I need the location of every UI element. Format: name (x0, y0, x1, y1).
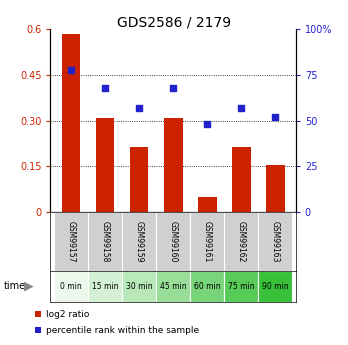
Bar (164, 118, 182, 212)
Text: time: time (3, 282, 26, 291)
Text: GSM99162: GSM99162 (237, 221, 246, 262)
Text: 60 min: 60 min (194, 282, 221, 291)
Bar (54, 212, 88, 271)
Bar (122, 271, 156, 302)
Text: GSM99163: GSM99163 (271, 221, 280, 262)
Bar (88, 271, 122, 302)
Point (68, 67, 74, 72)
Bar (96, 118, 114, 212)
Text: GSM99159: GSM99159 (135, 221, 144, 262)
Bar (258, 271, 292, 302)
Point (171, 85, 176, 91)
Bar (224, 212, 258, 271)
Text: 15 min: 15 min (92, 282, 118, 291)
Text: 45 min: 45 min (160, 282, 187, 291)
Bar (198, 197, 216, 212)
Bar (54, 271, 88, 302)
Point (238, 105, 244, 111)
Bar (156, 271, 190, 302)
Text: 75 min: 75 min (228, 282, 255, 291)
Text: ▶: ▶ (24, 280, 33, 293)
Text: 0 min: 0 min (60, 282, 82, 291)
Bar (190, 212, 224, 271)
Bar (62, 34, 80, 212)
Bar (88, 212, 122, 271)
Bar (122, 212, 156, 271)
Bar (190, 271, 224, 302)
Bar (266, 165, 285, 212)
Bar (232, 147, 251, 212)
Text: percentile rank within the sample: percentile rank within the sample (46, 326, 199, 335)
Bar (156, 212, 190, 271)
Text: GSM99161: GSM99161 (203, 221, 212, 262)
Text: GSM99158: GSM99158 (101, 221, 110, 262)
Text: GSM99160: GSM99160 (169, 221, 177, 262)
Text: log2 ratio: log2 ratio (46, 310, 90, 319)
Bar (130, 147, 149, 212)
Point (272, 114, 278, 120)
Point (102, 85, 108, 91)
Text: 30 min: 30 min (126, 282, 152, 291)
Text: GSM99157: GSM99157 (66, 221, 76, 262)
Bar (224, 271, 258, 302)
Point (204, 122, 210, 127)
Text: 90 min: 90 min (262, 282, 289, 291)
Bar (258, 212, 292, 271)
Point (136, 105, 142, 111)
Text: GDS2586 / 2179: GDS2586 / 2179 (117, 16, 231, 30)
